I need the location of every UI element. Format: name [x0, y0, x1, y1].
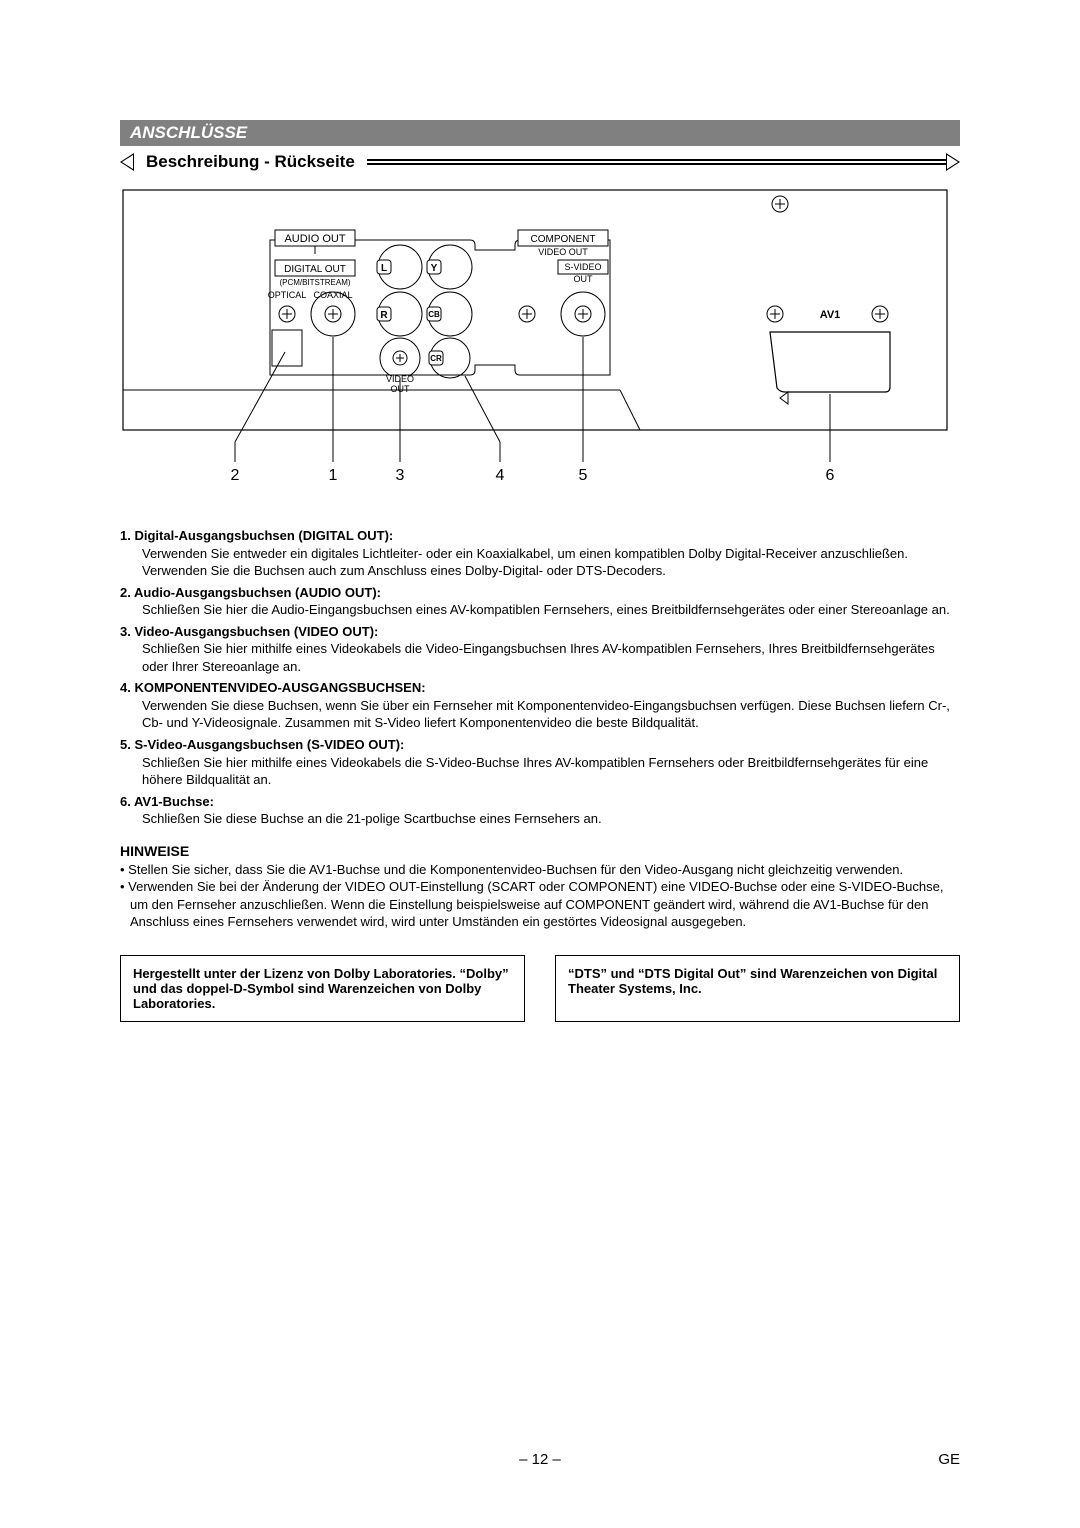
notes-section: HINWEISE • Stellen Sie sicher, dass Sie … [120, 842, 960, 931]
page-number: – 12 – [519, 1451, 561, 1468]
label-component2: VIDEO OUT [538, 247, 588, 257]
section-header: ANSCHLÜSSE [120, 120, 960, 146]
list-item: 5. S-Video-Ausgangsbuchsen (S-VIDEO OUT)… [120, 736, 960, 789]
callout-4: 4 [496, 467, 505, 484]
list-item: 2. Audio-Ausgangsbuchsen (AUDIO OUT): Sc… [120, 584, 960, 619]
list-item: 4. KOMPONENTENVIDEO-AUSGANGSBUCHSEN: Ver… [120, 679, 960, 732]
note-bullet: • Verwenden Sie bei der Änderung der VID… [120, 878, 960, 931]
arrow-left-icon [120, 153, 134, 171]
label-CB: CB [428, 310, 440, 319]
list-item: 3. Video-Ausgangsbuchsen (VIDEO OUT): Sc… [120, 623, 960, 676]
subsection-title: Beschreibung - Rückseite [134, 152, 367, 172]
subsection-row: Beschreibung - Rückseite [120, 152, 960, 172]
arrow-right-icon [946, 153, 960, 171]
lang-code: GE [938, 1451, 960, 1468]
page-footer: – 12 – GE [120, 1451, 960, 1468]
label-Y: Y [431, 263, 438, 274]
list-item: 6. AV1-Buchse: Schließen Sie diese Buchs… [120, 793, 960, 828]
connector-list: 1. Digital-Ausgangsbuchsen (DIGITAL OUT)… [120, 527, 960, 828]
label-CR: CR [430, 354, 442, 363]
callout-5: 5 [579, 467, 588, 484]
label-svideo2: OUT [574, 274, 594, 284]
label-component: COMPONENT [531, 234, 596, 245]
label-digital-out: DIGITAL OUT [284, 264, 346, 275]
notes-title: HINWEISE [120, 842, 960, 861]
callout-1: 1 [329, 467, 338, 484]
label-av1: AV1 [820, 309, 841, 321]
callout-6: 6 [826, 467, 835, 484]
note-bullet: • Stellen Sie sicher, dass Sie die AV1-B… [120, 861, 960, 879]
label-optical: OPTICAL [268, 290, 307, 300]
label-L: L [381, 263, 387, 274]
dolby-license: Hergestellt unter der Lizenz von Dolby L… [120, 955, 525, 1022]
label-pcm: (PCM/BITSTREAM) [279, 278, 350, 287]
label-R: R [380, 310, 388, 321]
callout-3: 3 [396, 467, 405, 484]
label-svideo: S-VIDEO [564, 262, 601, 272]
callout-2: 2 [231, 467, 240, 484]
dts-license: “DTS” und “DTS Digital Out” sind Warenze… [555, 955, 960, 1022]
label-audio-out: AUDIO OUT [284, 233, 345, 245]
list-item: 1. Digital-Ausgangsbuchsen (DIGITAL OUT)… [120, 527, 960, 580]
rear-panel-diagram: AUDIO OUT DIGITAL OUT (PCM/BITSTREAM) OP… [120, 182, 960, 517]
license-row: Hergestellt unter der Lizenz von Dolby L… [120, 955, 960, 1022]
subsection-rule [367, 159, 946, 165]
